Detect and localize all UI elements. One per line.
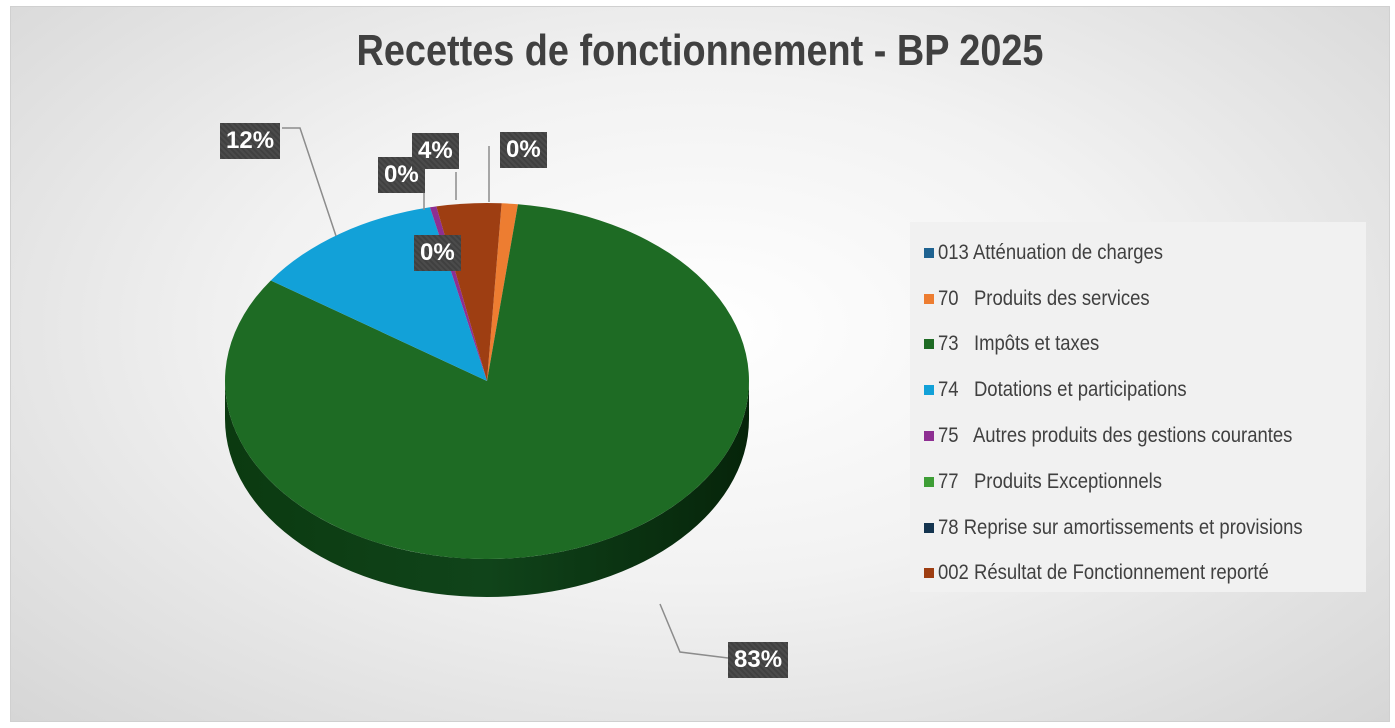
legend-swatch <box>924 339 934 350</box>
legend-label: 75 Autres produits des gestions courante… <box>938 424 1293 448</box>
legend-swatch <box>924 431 934 442</box>
legend-item: 77 Produits Exceptionnels <box>910 459 1366 505</box>
legend-label: 002 Résultat de Fonctionnement reporté <box>938 561 1269 585</box>
legend-label: 70 Produits des services <box>938 286 1150 310</box>
data-label-5: 0% <box>414 235 461 271</box>
data-label-1: 0% <box>500 132 547 168</box>
legend-swatch <box>924 385 934 396</box>
legend-swatch <box>924 293 934 304</box>
chart-legend: 013 Atténuation de charges 70 Produits de… <box>910 222 1366 592</box>
data-label-7: 4% <box>412 133 459 169</box>
legend-item: 70 Produits des services <box>910 276 1366 322</box>
pie-side-edge <box>225 381 749 597</box>
legend-item: 73 Impôts et taxes <box>910 322 1366 368</box>
chart-title: Recettes de fonctionnement - BP 2025 <box>356 26 1044 75</box>
legend-swatch <box>924 476 934 487</box>
pie-slice-1 <box>487 203 518 381</box>
legend-label: 77 Produits Exceptionnels <box>938 469 1162 493</box>
legend-label: 74 Dotations et participations <box>938 378 1187 402</box>
legend-label: 78 Reprise sur amortissements et provisi… <box>938 515 1303 539</box>
legend-swatch <box>924 568 934 579</box>
legend-label: 013 Atténuation de charges <box>938 240 1164 264</box>
leader-line-2 <box>659 603 729 659</box>
pie-slice-2 <box>224 204 749 560</box>
data-label-2: 83% <box>728 642 789 678</box>
leader-line-3 <box>282 127 337 237</box>
legend-item: 013 Atténuation de charges <box>910 230 1366 276</box>
data-label-3: 12% <box>220 123 281 159</box>
legend-item: 74 Dotations et participations <box>910 367 1366 413</box>
legend-item: 78 Reprise sur amortissements et provisi… <box>910 505 1366 551</box>
legend-label: 73 Impôts et taxes <box>938 332 1100 356</box>
legend-item: 75 Autres produits des gestions courante… <box>910 413 1366 459</box>
legend-swatch <box>924 522 934 533</box>
legend-swatch <box>924 247 934 258</box>
legend-item: 002 Résultat de Fonctionnement reporté <box>910 551 1366 597</box>
